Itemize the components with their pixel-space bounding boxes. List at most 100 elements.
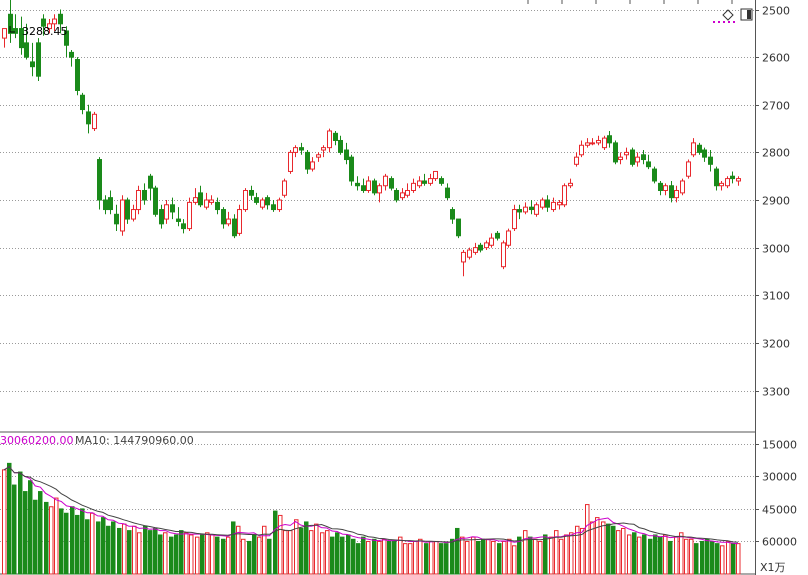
volume-bar [262, 525, 267, 575]
volume-bar [455, 527, 460, 575]
volume-bar [111, 521, 116, 575]
volume-bar [611, 525, 616, 575]
candle [52, 14, 57, 31]
volume-bar [648, 538, 653, 575]
volume-bar [283, 530, 288, 575]
candle [69, 50, 74, 67]
volume-bar [642, 534, 647, 575]
volume-bar [210, 534, 215, 575]
diamond-icon[interactable] [722, 9, 734, 21]
candle-body [461, 251, 466, 263]
volume-bar [705, 538, 710, 575]
candle-body [428, 178, 433, 184]
volume-bar [96, 521, 101, 575]
volume-bar [184, 532, 189, 575]
candle-body [142, 189, 147, 201]
candle-body [249, 189, 254, 196]
price-tick-label: 2700 [762, 100, 790, 113]
volume-bar [23, 491, 28, 575]
candle [489, 233, 494, 248]
candle [338, 135, 343, 155]
volume-bar [54, 497, 59, 575]
candle [405, 183, 410, 198]
volume-bar [377, 540, 382, 575]
candle [663, 183, 668, 196]
volume-bar [606, 523, 611, 575]
volume-bar [726, 540, 731, 575]
candle [41, 14, 46, 36]
candle-body [545, 199, 550, 208]
candle-body [652, 168, 657, 182]
candle [719, 180, 724, 191]
candle [686, 159, 691, 179]
candle-body [557, 201, 562, 206]
candle-body [108, 197, 113, 211]
candle-body [282, 180, 287, 196]
candle-body [305, 151, 310, 170]
candle-body [187, 201, 192, 230]
candle-body [153, 187, 158, 215]
candle [176, 207, 181, 227]
candle [411, 178, 416, 193]
candle-body [467, 249, 472, 258]
candle [293, 145, 298, 158]
candle [484, 240, 489, 251]
volume-bar [18, 471, 23, 575]
candle-body [69, 51, 74, 58]
candle-body [495, 232, 500, 239]
candle [2, 28, 7, 48]
candle [277, 197, 282, 212]
candle [456, 218, 461, 239]
volume-bar [59, 508, 64, 575]
candle [215, 197, 220, 215]
candle [75, 57, 80, 96]
volume-bar [44, 501, 49, 575]
candle [445, 183, 450, 201]
candle-body [641, 154, 646, 161]
candle [579, 140, 584, 158]
volume-bar [361, 536, 366, 575]
candle-body [13, 28, 18, 34]
candle [249, 185, 254, 201]
volume-bar [434, 540, 439, 575]
volume-bar [502, 540, 507, 575]
candle-body [64, 30, 69, 46]
volume-bar [700, 540, 705, 575]
candle-body [30, 61, 35, 68]
volume-bar [221, 538, 226, 575]
candle [562, 183, 567, 208]
volume-bar [720, 545, 725, 575]
volume-bar [64, 512, 69, 575]
candle-body [349, 156, 354, 182]
panel-toggle-icon[interactable] [740, 8, 753, 21]
volume-bar [372, 538, 377, 575]
price-grid [0, 10, 755, 392]
candle [349, 154, 354, 186]
volume-bar [403, 543, 408, 575]
volume-bar [497, 543, 502, 575]
candle-body [590, 142, 595, 145]
candle [557, 200, 562, 210]
volume-bar [413, 540, 418, 575]
volume-bar [85, 519, 90, 575]
volume-bar [387, 540, 392, 575]
volume-bar [538, 540, 543, 575]
candle-body [86, 111, 91, 125]
volume-bar [444, 543, 449, 575]
candle [512, 204, 517, 231]
candle-body [372, 180, 377, 194]
candle [237, 204, 242, 236]
candle [590, 138, 595, 146]
candle [372, 178, 377, 196]
volume-bar [580, 527, 585, 575]
volume-bar [637, 536, 642, 575]
candle-body [529, 206, 534, 211]
volume-bar [476, 540, 481, 575]
candle [501, 240, 506, 270]
volume-bar [621, 527, 626, 575]
candle [321, 145, 326, 158]
candle-body [445, 187, 450, 199]
candle [495, 230, 500, 241]
volume-bar [356, 543, 361, 575]
volume-tick-label: 15000 [762, 439, 797, 452]
